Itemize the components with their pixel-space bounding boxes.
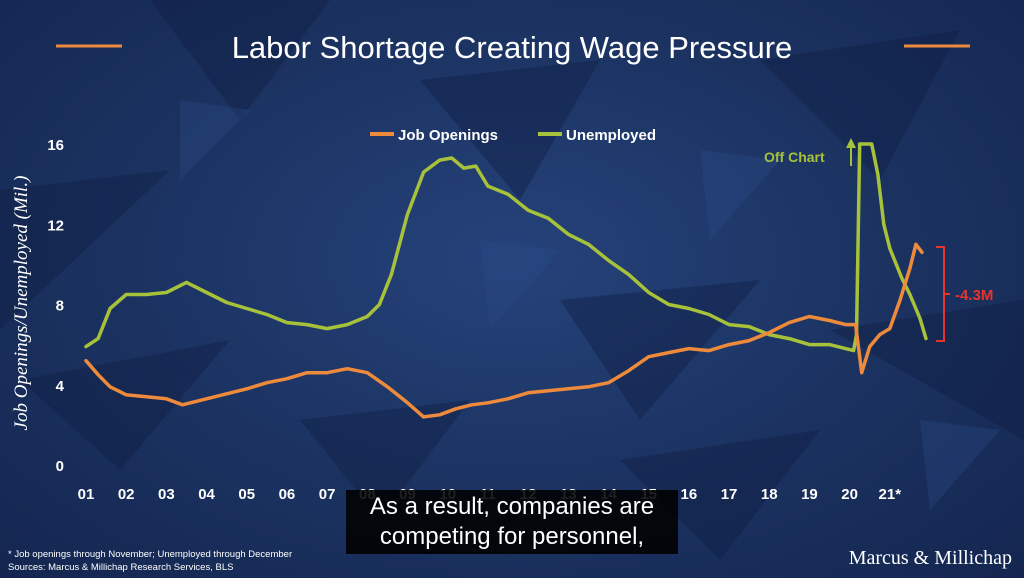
series-line-job-openings: [84, 242, 924, 419]
x-tick-label: 03: [158, 486, 175, 503]
x-tick-label: 19: [801, 486, 818, 503]
off-chart-annotation: Off Chart: [764, 138, 856, 166]
x-tick-label: 05: [238, 486, 255, 503]
y-tick-label: 16: [47, 137, 64, 154]
x-tick-label: 21*: [879, 486, 902, 503]
page-title: Labor Shortage Creating Wage Pressure: [231, 30, 793, 65]
y-tick-label: 8: [56, 298, 64, 315]
off-chart-label: Off Chart: [764, 149, 825, 165]
y-tick-label: 0: [56, 458, 64, 475]
x-tick-label: 04: [198, 486, 215, 503]
legend-label-job-openings: Job Openings: [398, 127, 498, 144]
subtitle-caption: As a result, companies are competing for…: [346, 490, 678, 554]
legend-label-unemployed: Unemployed: [566, 127, 656, 144]
x-tick-label: 17: [721, 486, 738, 503]
caption-line-1: As a result, companies are: [369, 493, 655, 520]
y-tick-label: 12: [47, 217, 64, 234]
x-tick-label: 01: [78, 486, 95, 503]
up-arrow-icon: [846, 138, 856, 148]
x-tick-label: 20: [841, 486, 858, 503]
series-line-unemployed: [84, 142, 928, 353]
footnote-line-2: Sources: Marcus & Millichap Research Ser…: [8, 562, 234, 573]
company-logo: Marcus & Millichap: [848, 547, 1012, 569]
x-tick-label: 07: [319, 486, 336, 503]
gap-bracket: [936, 246, 945, 342]
y-tick-label: 4: [56, 378, 65, 395]
x-tick-label: 02: [118, 486, 135, 503]
gap-annotation-label: -4.3M: [955, 287, 993, 304]
gap-annotation: -4.3M: [936, 246, 993, 342]
legend: Job Openings Unemployed: [370, 127, 656, 144]
caption-line-2: competing for personnel,: [379, 523, 645, 550]
x-tick-label: 06: [279, 486, 296, 503]
x-tick-label: 16: [681, 486, 698, 503]
series-lines: [84, 142, 928, 419]
y-tick-labels: 0 4 8 12 16: [47, 137, 64, 475]
footnote-line-1: * Job openings through November; Unemplo…: [8, 549, 293, 560]
x-tick-label: 18: [761, 486, 778, 503]
